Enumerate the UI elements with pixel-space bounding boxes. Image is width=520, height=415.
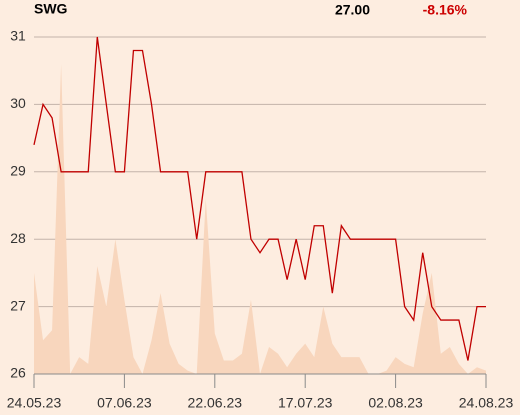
x-tick-label: 17.07.23 xyxy=(278,395,333,411)
x-tick-label: 02.08.23 xyxy=(368,395,423,411)
y-tick-label: 29 xyxy=(10,163,26,179)
price: 27.00 xyxy=(335,2,370,18)
line xyxy=(33,36,486,361)
x-tick-label: 24.08.23 xyxy=(459,395,514,411)
x-tick-label: 24.05.23 xyxy=(7,395,62,411)
y-tick-label: 26 xyxy=(10,365,26,381)
x-tick-label: 22.06.23 xyxy=(188,395,243,411)
y-tick-label: 28 xyxy=(10,230,26,246)
area xyxy=(34,63,486,375)
change: -8.16% xyxy=(423,2,468,18)
x-tick-label: 07.06.23 xyxy=(97,395,152,411)
y-tick-label: 31 xyxy=(10,28,26,44)
y-tick-label: 27 xyxy=(10,297,26,313)
y-tick-label: 30 xyxy=(10,95,26,111)
ticker: SWG xyxy=(34,1,68,17)
